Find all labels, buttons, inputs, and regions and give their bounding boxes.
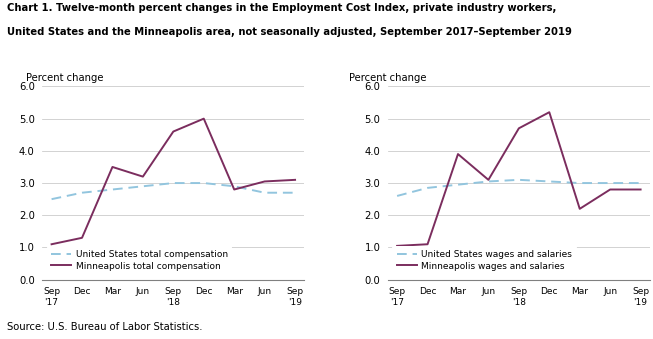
United States total compensation — [108, 187, 116, 192]
Minneapolis total compensation — [169, 129, 177, 134]
United States total compensation — [78, 191, 86, 195]
United States total compensation — [169, 181, 177, 185]
United States wages and salaries — [545, 179, 553, 183]
United States total compensation — [261, 191, 268, 195]
Minneapolis wages and salaries — [576, 207, 584, 211]
Minneapolis total compensation — [261, 179, 268, 183]
Text: Percent change: Percent change — [349, 73, 427, 83]
Line: United States total compensation: United States total compensation — [52, 183, 295, 199]
Minneapolis total compensation — [200, 117, 208, 121]
Minneapolis total compensation — [139, 175, 147, 179]
Minneapolis wages and salaries — [515, 126, 523, 131]
United States total compensation — [48, 197, 56, 201]
Minneapolis total compensation — [48, 242, 56, 246]
Line: United States wages and salaries: United States wages and salaries — [397, 180, 641, 196]
Minneapolis wages and salaries — [424, 242, 432, 246]
Minneapolis wages and salaries — [485, 178, 492, 182]
Minneapolis wages and salaries — [637, 187, 645, 192]
Line: Minneapolis total compensation: Minneapolis total compensation — [52, 119, 295, 244]
Text: Source: U.S. Bureau of Labor Statistics.: Source: U.S. Bureau of Labor Statistics. — [7, 322, 202, 332]
Text: United States and the Minneapolis area, not seasonally adjusted, September 2017–: United States and the Minneapolis area, … — [7, 27, 571, 37]
Text: Percent change: Percent change — [26, 73, 104, 83]
United States wages and salaries — [485, 179, 492, 183]
United States wages and salaries — [637, 181, 645, 185]
Minneapolis wages and salaries — [606, 187, 614, 192]
United States total compensation — [139, 184, 147, 188]
United States wages and salaries — [515, 178, 523, 182]
United States wages and salaries — [424, 186, 432, 190]
United States wages and salaries — [606, 181, 614, 185]
Legend: United States wages and salaries, Minneapolis wages and salaries: United States wages and salaries, Minnea… — [392, 246, 577, 275]
Minneapolis wages and salaries — [393, 244, 401, 248]
Minneapolis total compensation — [291, 178, 299, 182]
Minneapolis total compensation — [108, 165, 116, 169]
United States total compensation — [231, 184, 238, 188]
Minneapolis wages and salaries — [454, 152, 462, 156]
Minneapolis wages and salaries — [545, 110, 553, 114]
United States wages and salaries — [454, 183, 462, 187]
Legend: United States total compensation, Minneapolis total compensation: United States total compensation, Minnea… — [47, 246, 232, 275]
Text: Chart 1. Twelve-month percent changes in the Employment Cost Index, private indu: Chart 1. Twelve-month percent changes in… — [7, 3, 556, 13]
United States wages and salaries — [576, 181, 584, 185]
Line: Minneapolis wages and salaries: Minneapolis wages and salaries — [397, 112, 641, 246]
Minneapolis total compensation — [231, 187, 238, 192]
Minneapolis total compensation — [78, 236, 86, 240]
United States total compensation — [200, 181, 208, 185]
United States total compensation — [291, 191, 299, 195]
United States wages and salaries — [393, 194, 401, 198]
